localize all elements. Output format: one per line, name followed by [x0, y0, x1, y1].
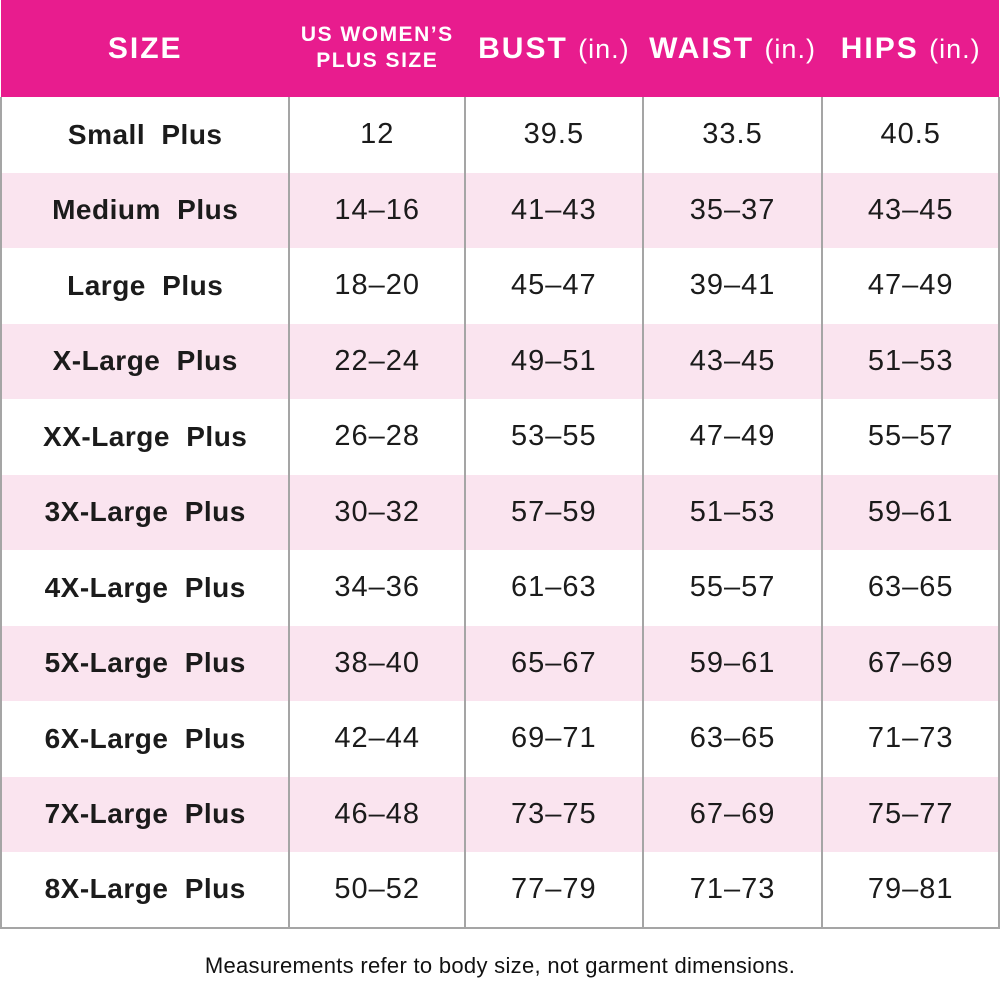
hips-cell: 40.5	[821, 97, 1000, 173]
size-cell: 4X-Large Plus	[0, 550, 290, 626]
bust-cell: 41–43	[464, 172, 643, 248]
hips-cell: 79–81	[821, 852, 1000, 929]
hips-cell: 51–53	[821, 323, 1000, 399]
size-cell: 3X-Large Plus	[0, 474, 290, 550]
hips-cell: 63–65	[821, 550, 1000, 626]
hips-cell: 75–77	[821, 776, 1000, 852]
us-size-cell: 26–28	[288, 399, 466, 475]
bust-cell: 49–51	[464, 323, 643, 399]
size-cell: Large Plus	[0, 248, 290, 324]
header-bust-label: BUST	[478, 31, 568, 65]
header-us-plus-size-label: US WOMEN’S PLUS SIZE	[300, 23, 454, 72]
waist-cell: 71–73	[641, 852, 823, 929]
us-size-cell: 38–40	[288, 625, 466, 701]
size-chart-body: Small Plus 12 39.5 33.5 40.5 Medium Plus…	[0, 97, 1000, 929]
waist-cell: 59–61	[641, 625, 823, 701]
hips-cell: 59–61	[821, 474, 1000, 550]
us-size-cell: 14–16	[288, 172, 466, 248]
bust-cell: 61–63	[464, 550, 643, 626]
size-cell: 8X-Large Plus	[0, 852, 290, 929]
us-size-cell: 30–32	[288, 474, 466, 550]
hips-cell: 67–69	[821, 625, 1000, 701]
waist-cell: 33.5	[641, 97, 823, 173]
table-row: 3X-Large Plus 30–32 57–59 51–53 59–61	[0, 474, 1000, 550]
bust-cell: 39.5	[464, 97, 643, 173]
header-waist-unit: (in.)	[764, 33, 816, 64]
waist-cell: 51–53	[641, 474, 823, 550]
table-row: 6X-Large Plus 42–44 69–71 63–65 71–73	[0, 701, 1000, 777]
bust-cell: 77–79	[464, 852, 643, 929]
waist-cell: 47–49	[641, 399, 823, 475]
header-bust: BUST (in.)	[465, 0, 643, 97]
us-size-cell: 18–20	[288, 248, 466, 324]
measurement-footnote: Measurements refer to body size, not gar…	[204, 952, 796, 978]
waist-cell: 63–65	[641, 701, 823, 777]
header-size: SIZE	[1, 0, 290, 97]
size-cell: 5X-Large Plus	[0, 625, 290, 701]
waist-cell: 35–37	[641, 172, 823, 248]
header-hips-unit: (in.)	[929, 33, 981, 64]
size-cell: XX-Large Plus	[0, 399, 290, 475]
bust-cell: 69–71	[464, 701, 643, 777]
waist-cell: 55–57	[641, 550, 823, 626]
table-row: Small Plus 12 39.5 33.5 40.5	[0, 97, 1000, 173]
header-us-plus-size: US WOMEN’S PLUS SIZE	[289, 0, 466, 97]
hips-cell: 47–49	[821, 248, 1000, 324]
bust-cell: 65–67	[464, 625, 643, 701]
header-waist: WAIST (in.)	[642, 0, 823, 97]
waist-cell: 67–69	[641, 776, 823, 852]
size-cell: Medium Plus	[0, 172, 290, 248]
table-row: 4X-Large Plus 34–36 61–63 55–57 63–65	[0, 550, 1000, 626]
table-row: Large Plus 18–20 45–47 39–41 47–49	[0, 248, 1000, 324]
waist-cell: 39–41	[641, 248, 823, 324]
hips-cell: 43–45	[821, 172, 1000, 248]
size-cell: Small Plus	[0, 97, 290, 173]
header-row: SIZE US WOMEN’S PLUS SIZE BUST (in.) WAIS…	[1, 0, 999, 97]
bust-cell: 53–55	[464, 399, 643, 475]
bust-cell: 57–59	[464, 474, 643, 550]
table-row: 5X-Large Plus 38–40 65–67 59–61 67–69	[0, 625, 1000, 701]
header-waist-label: WAIST	[649, 31, 755, 65]
header-size-label: SIZE	[107, 31, 183, 65]
us-size-cell: 34–36	[288, 550, 466, 626]
table-row: Medium Plus 14–16 41–43 35–37 43–45	[0, 172, 1000, 248]
table-row: X-Large Plus 22–24 49–51 43–45 51–53	[0, 323, 1000, 399]
header-hips-label: HIPS	[840, 31, 919, 65]
size-chart-header: SIZE US WOMEN’S PLUS SIZE BUST (in.) WAIS…	[1, 0, 999, 97]
bust-cell: 73–75	[464, 776, 643, 852]
table-row: 7X-Large Plus 46–48 73–75 67–69 75–77	[0, 776, 1000, 852]
us-size-cell: 42–44	[288, 701, 466, 777]
header-hips: HIPS (in.)	[822, 0, 999, 97]
hips-cell: 71–73	[821, 701, 1000, 777]
size-cell: 7X-Large Plus	[0, 776, 290, 852]
bust-cell: 45–47	[464, 248, 643, 324]
size-chart-table: SIZE US WOMEN’S PLUS SIZE BUST (in.) WAIS…	[0, 0, 1000, 929]
header-bust-unit: (in.)	[578, 33, 630, 64]
us-size-cell: 46–48	[288, 776, 466, 852]
size-cell: 6X-Large Plus	[0, 701, 290, 777]
us-size-cell: 12	[288, 97, 466, 173]
waist-cell: 43–45	[641, 323, 823, 399]
us-size-cell: 50–52	[288, 852, 466, 929]
table-row: XX-Large Plus 26–28 53–55 47–49 55–57	[0, 399, 1000, 475]
size-cell: X-Large Plus	[0, 323, 290, 399]
hips-cell: 55–57	[821, 399, 1000, 475]
us-size-cell: 22–24	[288, 323, 466, 399]
table-row: 8X-Large Plus 50–52 77–79 71–73 79–81	[0, 852, 1000, 929]
